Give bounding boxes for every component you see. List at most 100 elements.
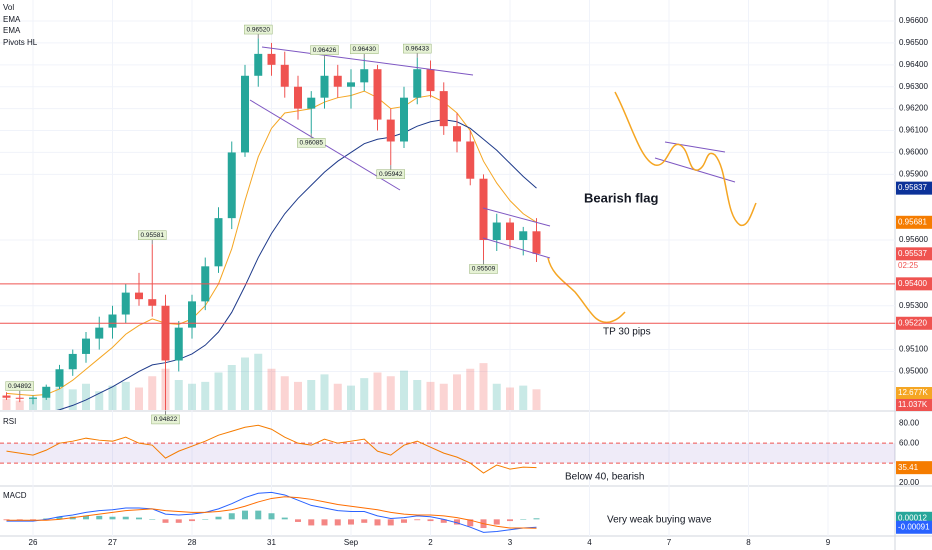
macd-hist [96,515,103,520]
macd-hist [493,519,500,525]
volume-bar [15,400,24,410]
pivot-bg [151,414,180,425]
candle-body [280,64,289,87]
ema-line [6,90,537,397]
x-tick-label: 28 [188,538,197,547]
volume-bar [214,372,223,410]
hline-tag-bg [896,277,932,291]
candle-body [241,75,249,153]
volume-bar [68,389,77,410]
macd-hist [507,519,513,522]
x-tick-label: 26 [29,538,38,547]
candle-body [108,314,117,328]
price-pane [2,38,541,410]
pivot-label: 0.95581 [141,232,165,239]
volume-tag: 12.677K [898,388,928,397]
candle-body [413,69,422,98]
volume-bar [333,383,342,410]
pivot-bg [244,24,273,35]
x-tick-label: 8 [746,538,751,547]
volume-bar [280,376,289,410]
candle-body [161,305,170,361]
macd-tag: -0.00091 [898,522,930,531]
hline-tag: 0.95400 [898,279,927,288]
candle-body [466,141,475,179]
projection-path [614,91,757,227]
candle-body [386,119,395,142]
macd-hist [136,517,142,520]
price-tag-bg [896,247,932,261]
rsi-line [6,424,537,474]
x-tick-label: 31 [267,538,276,547]
candle-body [267,53,276,65]
volume-bar [294,381,302,410]
volume-bar [453,374,461,410]
candle-body [174,327,183,361]
price-tag: 0.95681 [898,217,927,226]
volume-bar [373,372,382,410]
macd-hist [215,516,222,520]
y-tick-label: 0.95900 [899,169,928,178]
candle-body [148,299,157,306]
volume-bar [320,374,329,410]
y-tick-label: 0.95300 [899,301,928,310]
projection-path [547,257,626,324]
y-tick-label: 0.95600 [899,235,928,244]
volume-bar [148,376,157,410]
volume-bar [439,383,448,410]
candle-body [347,82,355,87]
grid [0,0,895,536]
pivot-bg [376,169,405,179]
macd-hist [122,516,129,520]
trendline [482,237,551,259]
pivot-bg [310,45,339,55]
annotation: TP 30 pips [603,327,651,338]
rsi-tick-label: 60.00 [899,438,920,447]
volume-bar [492,383,501,410]
hline-tag-bg [896,316,932,330]
pivot-label: 0.96430 [353,46,377,53]
candle-body [439,91,448,127]
macd-hist [414,519,421,521]
macd-hist [189,519,195,522]
volume-bar [307,380,316,410]
volume-bar [506,387,514,410]
volume-bar [174,380,183,410]
pivot-label: 0.96520 [247,26,271,33]
trendline [482,207,551,227]
volume-bar [267,368,276,410]
volume-bar [201,381,210,410]
y-tick-label: 0.96600 [899,16,928,25]
candle-body [55,369,64,387]
x-tick-label: 27 [108,538,117,547]
candle-body [479,178,488,241]
volume-tag: 11.037K [898,400,928,409]
rsi-tag: 35.41 [898,463,919,472]
pane-title: MACD [3,491,27,500]
candle-body [373,69,382,120]
trendline [664,141,726,153]
price-tag-bg [896,215,932,229]
y-tick-label: 0.96400 [899,60,928,69]
candle-body [135,292,143,300]
macd-hist [387,519,394,526]
rsi-tag-bg [896,461,932,475]
candle-body [360,69,369,83]
macd-hist [427,519,434,522]
candle-body [188,301,196,328]
rsi-band [0,443,895,464]
volume-bar [121,381,130,410]
y-tick-label: 0.95100 [899,345,928,354]
macd-hist [83,515,89,520]
y-tick-label: 0.96500 [899,38,928,47]
macd-tag: 0.00012 [898,513,927,522]
macd-hist [295,519,301,522]
legend-item: Pivots HL [3,38,38,47]
macd-hist [242,510,248,520]
price-tag-bg [896,181,932,195]
macd-hist [228,513,235,520]
macd-hist [281,517,288,520]
volume-tag-bg [896,399,932,411]
volume [2,353,541,410]
